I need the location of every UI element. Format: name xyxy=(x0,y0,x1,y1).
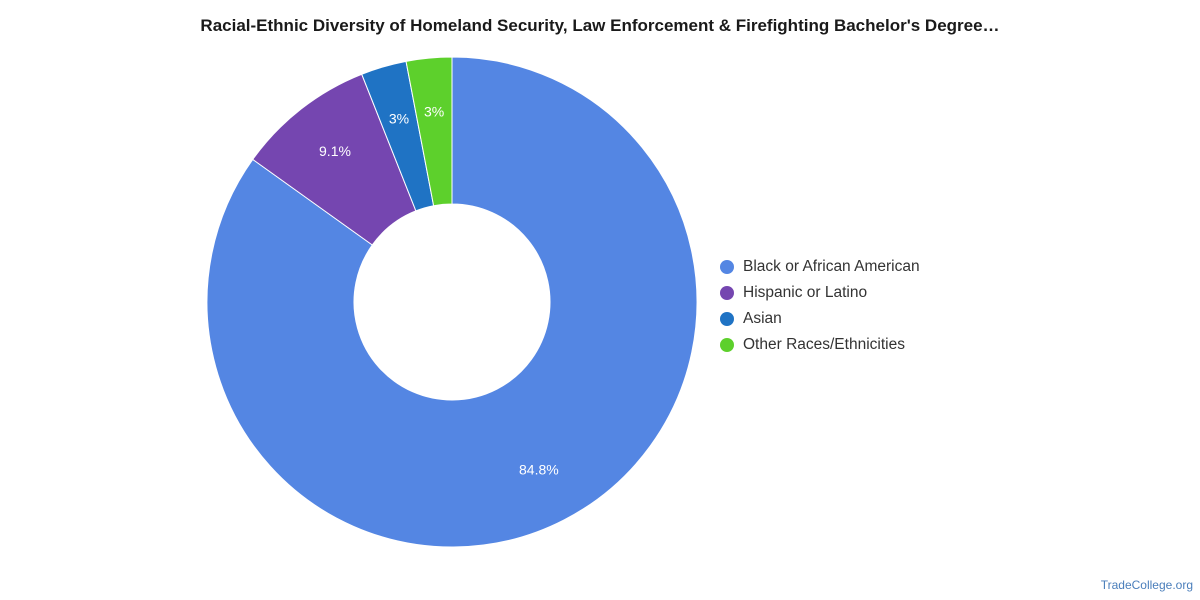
data-label-0: 84.8% xyxy=(519,462,559,478)
legend-label-2: Asian xyxy=(743,310,782,327)
legend-item-3[interactable]: Other Races/Ethnicities xyxy=(720,332,920,358)
pie-slice-0[interactable] xyxy=(206,56,698,548)
legend-label-3: Other Races/Ethnicities xyxy=(743,336,905,353)
legend-label-0: Black or African American xyxy=(743,258,920,275)
legend-label-1: Hispanic or Latino xyxy=(743,284,868,301)
credit-link[interactable]: TradeCollege.org xyxy=(1100,578,1193,592)
legend: Black or African American Hispanic or Lat… xyxy=(720,254,920,358)
data-label-2: 3% xyxy=(389,110,409,126)
legend-item-2[interactable]: Asian xyxy=(720,306,920,332)
chart-title: Racial-Ethnic Diversity of Homeland Secu… xyxy=(200,16,1000,35)
data-label-3: 3% xyxy=(424,104,444,120)
legend-item-0[interactable]: Black or African American xyxy=(720,254,920,280)
legend-swatch-3 xyxy=(720,338,734,352)
data-labels-group: 84.8% 9.1% 3% 3% xyxy=(319,104,559,478)
legend-item-1[interactable]: Hispanic or Latino xyxy=(720,280,920,306)
legend-swatch-0 xyxy=(720,260,734,274)
data-label-1: 9.1% xyxy=(319,143,351,159)
slices-group xyxy=(206,56,698,548)
legend-swatch-1 xyxy=(720,286,734,300)
legend-swatch-2 xyxy=(720,312,734,326)
pie-slice-3[interactable] xyxy=(405,56,453,207)
